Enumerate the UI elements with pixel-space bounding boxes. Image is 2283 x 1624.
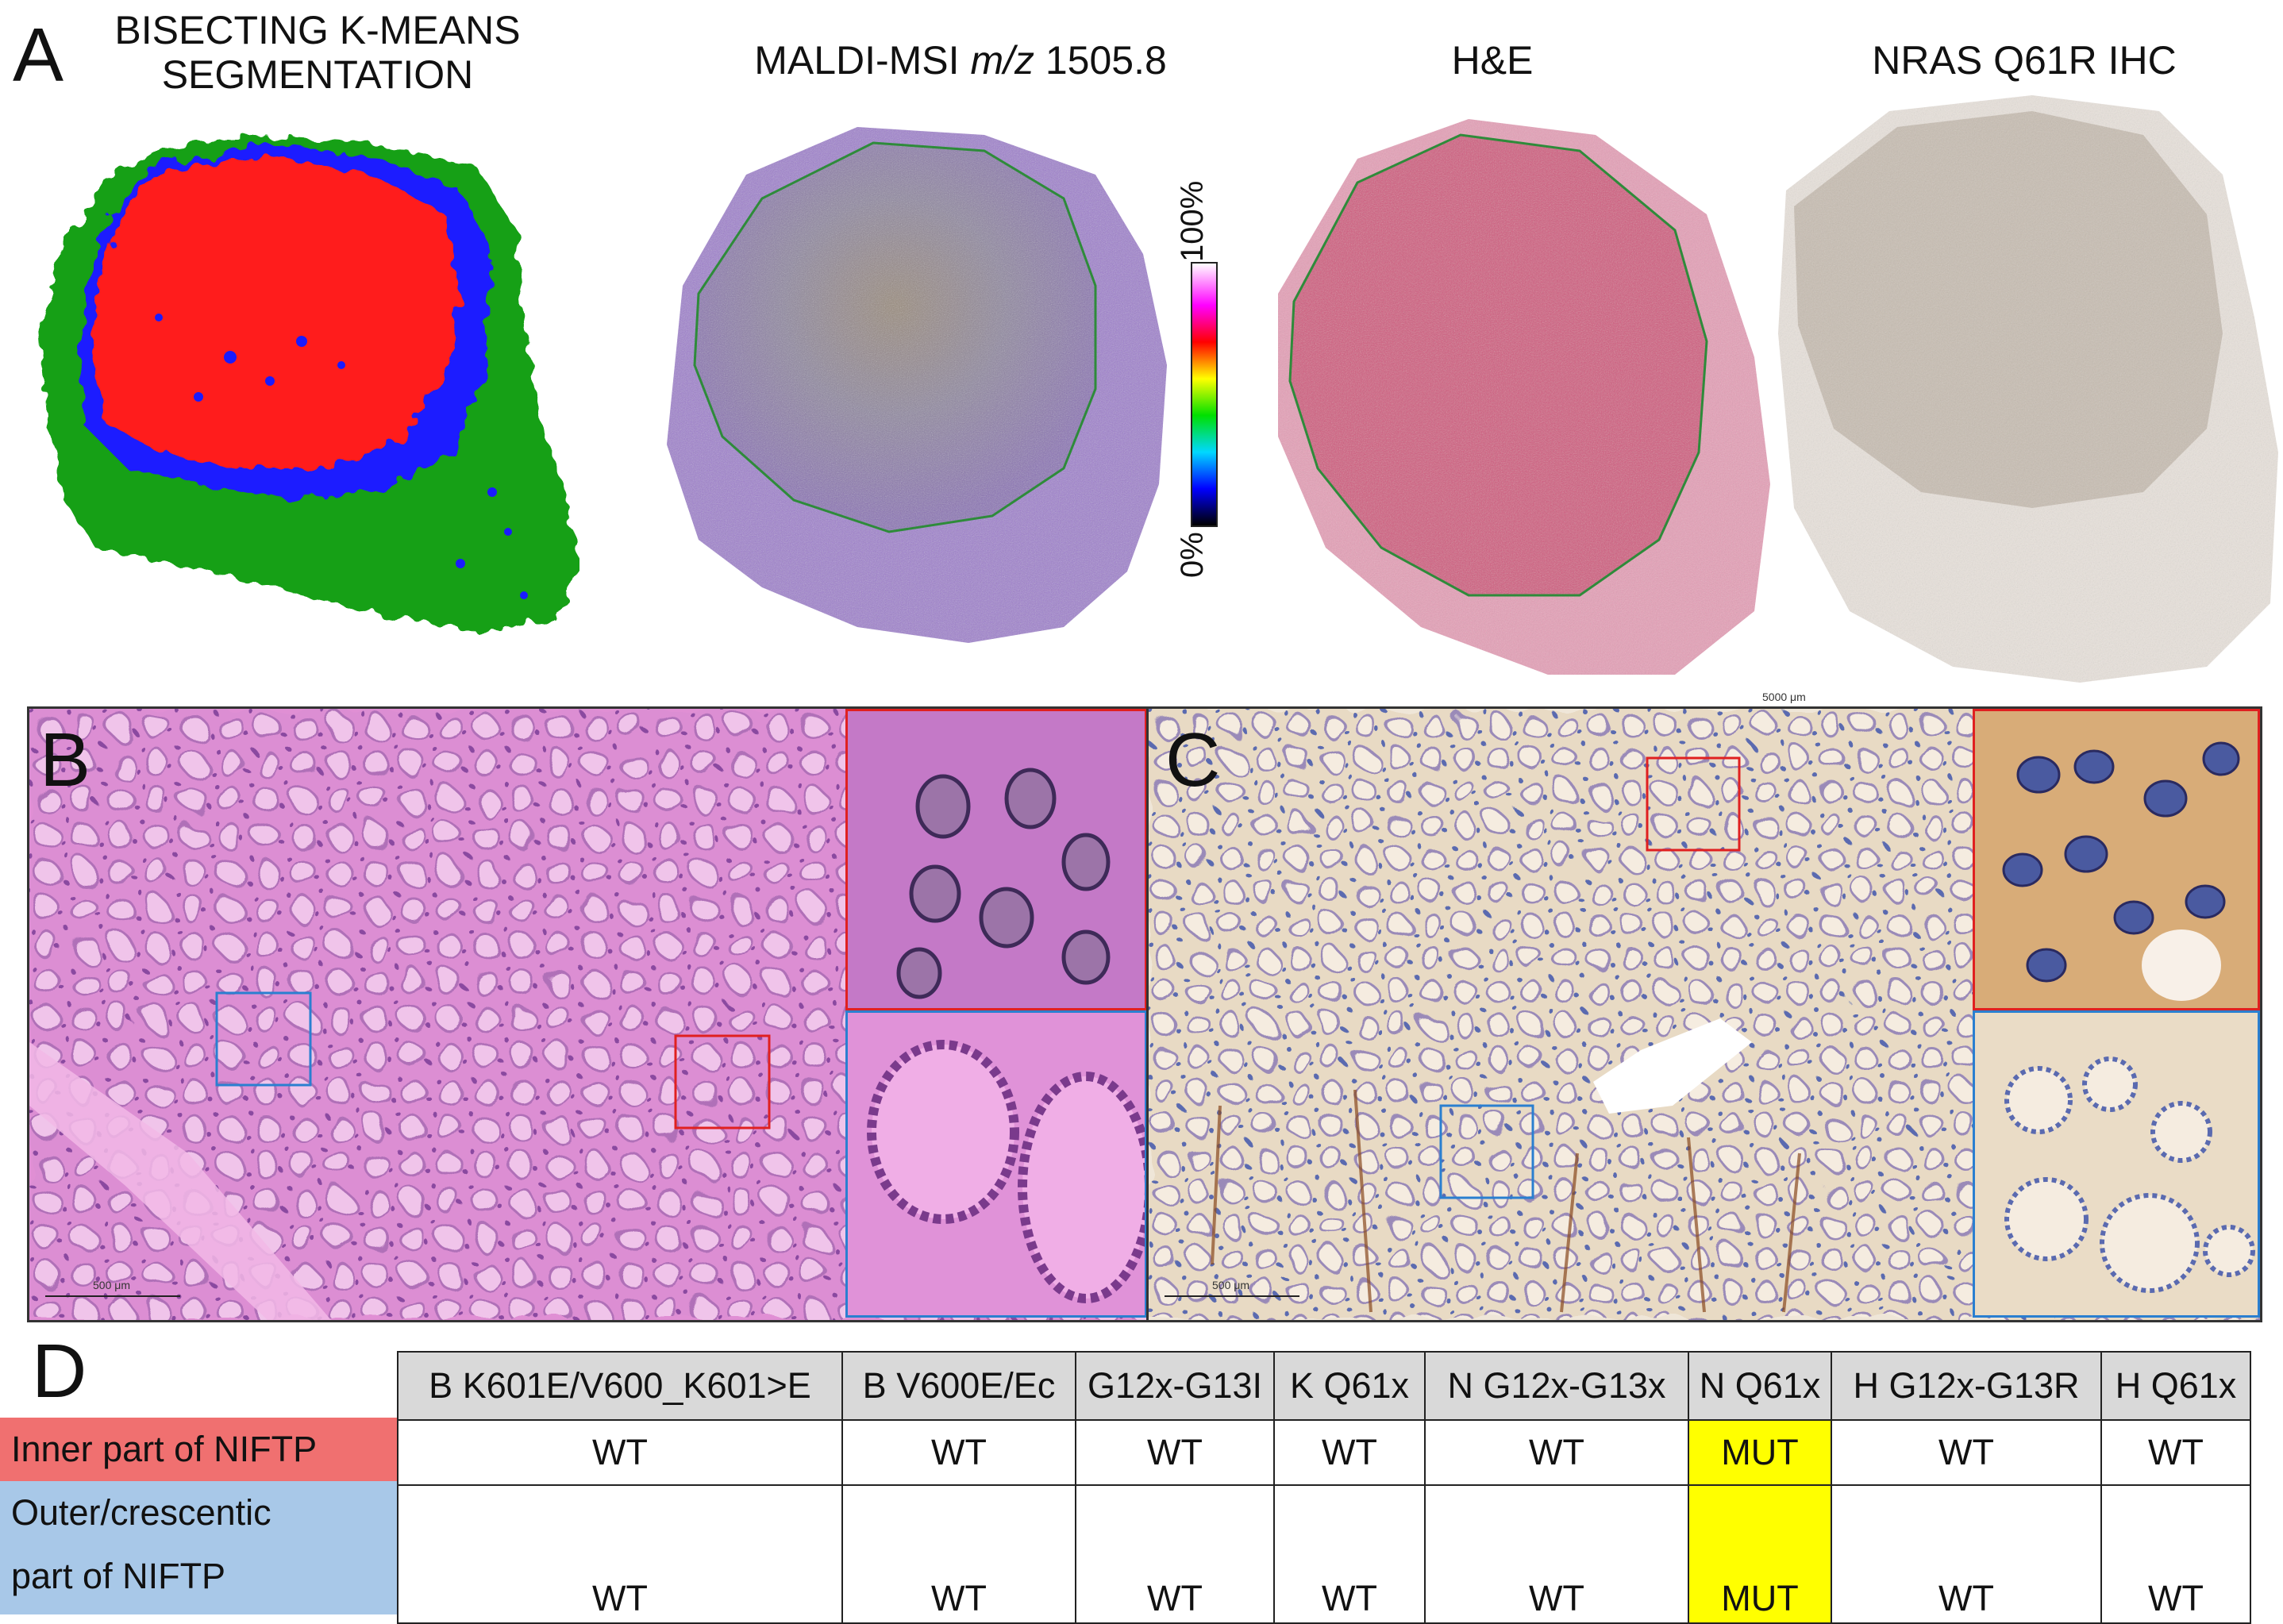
- maldi-title-suffix: 1505.8: [1034, 38, 1167, 83]
- panel-b-inset-blue: [845, 1010, 1147, 1318]
- ihc-tumor-core: [1794, 111, 2223, 508]
- header-cell: B K601E/V600_K601>E: [397, 1351, 843, 1421]
- panel-c-scale-label: 500 μm: [1212, 1279, 1249, 1291]
- row-label-outer-line1: Outer/crescentic: [11, 1492, 271, 1533]
- header-cell: K Q61x: [1273, 1351, 1426, 1421]
- table-cell: WT: [841, 1484, 1076, 1624]
- row-label-outer-line2: part of NIFTP: [11, 1556, 226, 1596]
- row-label-inner: Inner part of NIFTP: [0, 1418, 397, 1481]
- maldi-tumor-core: [695, 143, 1095, 532]
- table-cell: WT: [1273, 1419, 1426, 1486]
- header-cell: N G12x-G13x: [1424, 1351, 1689, 1421]
- panel-c-red-box: [1646, 756, 1741, 852]
- maldi-title: MALDI-MSI m/z 1505.8: [683, 38, 1238, 83]
- header-cell: G12x-G13I: [1075, 1351, 1275, 1421]
- table-cell: WT: [2100, 1484, 2251, 1624]
- maldi-roi-outline: [693, 141, 1097, 533]
- table-cell-mutant: MUT: [1688, 1419, 1832, 1486]
- segmentation-title: BISECTING K-MEANS SEGMENTATION: [114, 8, 521, 97]
- panel-b-red-box: [674, 1034, 771, 1129]
- maldi-title-prefix: MALDI-MSI: [754, 38, 971, 83]
- table-cell: WT: [1424, 1419, 1689, 1486]
- table-cell: WT: [1075, 1484, 1275, 1624]
- mutation-table: B K601E/V600_K601>E B V600E/Ec G12x-G13I…: [397, 1351, 2251, 1624]
- panel-b-scale-label: 500 μm: [93, 1279, 130, 1291]
- panel-c-inset-red: [1973, 709, 2260, 1010]
- panel-b-inset-red: [845, 709, 1147, 1010]
- panel-d-letter: D: [32, 1329, 87, 1414]
- he-image: [1278, 119, 1770, 675]
- panel-b-letter: B: [40, 718, 91, 802]
- header-cell: H G12x-G13R: [1831, 1351, 2102, 1421]
- row-label-outer: Outer/crescentic part of NIFTP: [0, 1481, 397, 1614]
- panel-b-inset-blue-follicles: [867, 1040, 1145, 1303]
- header-cell: H Q61x: [2100, 1351, 2251, 1421]
- colorbar-max-label: 100%: [1175, 180, 1210, 262]
- ihc-image: [1778, 95, 2278, 683]
- panel-c-letter: C: [1165, 718, 1221, 802]
- table-cell: WT: [397, 1484, 843, 1624]
- panel-c-inset-lumen: [2142, 929, 2221, 1001]
- panel-a-letter: A: [13, 13, 64, 98]
- he-tumor-core: [1290, 135, 1707, 595]
- segment-blue-speckles: [155, 314, 528, 599]
- panel-c-inset-blue: [1973, 1010, 2260, 1318]
- table-cell: WT: [1424, 1484, 1689, 1624]
- he-roi-outline: [1288, 133, 1708, 597]
- table-cell: WT: [397, 1419, 843, 1486]
- table-cell: WT: [2100, 1419, 2251, 1486]
- table-cell: WT: [1831, 1484, 2102, 1624]
- table-row-outer: WT WT WT WT WT MUT WT WT: [397, 1484, 2251, 1624]
- table-header-row: B K601E/V600_K601>E B V600E/Ec G12x-G13I…: [397, 1351, 2251, 1421]
- panel-b-inset-red-nuclei: [896, 768, 1111, 999]
- panel-b-micrograph: 500 μm: [27, 706, 1151, 1322]
- header-cell: B V600E/Ec: [841, 1351, 1076, 1421]
- table-cell: WT: [1273, 1484, 1426, 1624]
- segment-red-region: [91, 155, 460, 468]
- segmentation-map: [40, 135, 579, 631]
- panel-a-scale-label: 5000 μm: [1762, 691, 1806, 703]
- panel-c-blue-box: [1439, 1104, 1534, 1199]
- panel-c-inset-blue-follicles: [2004, 1056, 2255, 1293]
- panel-c-inset-red-nuclei: [2002, 741, 2240, 1001]
- panel-c-brown-streaks: [1211, 1089, 1801, 1313]
- he-title: H&E: [1451, 38, 1534, 83]
- table-cell: WT: [1075, 1419, 1275, 1486]
- maldi-title-mz: m/z: [970, 38, 1034, 83]
- table-cell-mutant: MUT: [1688, 1484, 1832, 1624]
- table-row-inner: WT WT WT WT WT MUT WT WT: [397, 1419, 2251, 1486]
- header-cell: N Q61x: [1688, 1351, 1832, 1421]
- table-cell: WT: [1831, 1419, 2102, 1486]
- panel-c-micrograph: 500 μm: [1146, 706, 2262, 1322]
- panel-b-capsule-band: [29, 1042, 331, 1320]
- colorbar-min-label: 0%: [1175, 532, 1210, 578]
- panel-c-vessel: [1593, 1018, 1752, 1114]
- ihc-title: NRAS Q61R IHC: [1872, 38, 2177, 83]
- maldi-msi-image: [667, 127, 1167, 643]
- table-cell: WT: [841, 1419, 1076, 1486]
- colorbar: [1191, 262, 1218, 527]
- panel-b-blue-box: [215, 991, 312, 1087]
